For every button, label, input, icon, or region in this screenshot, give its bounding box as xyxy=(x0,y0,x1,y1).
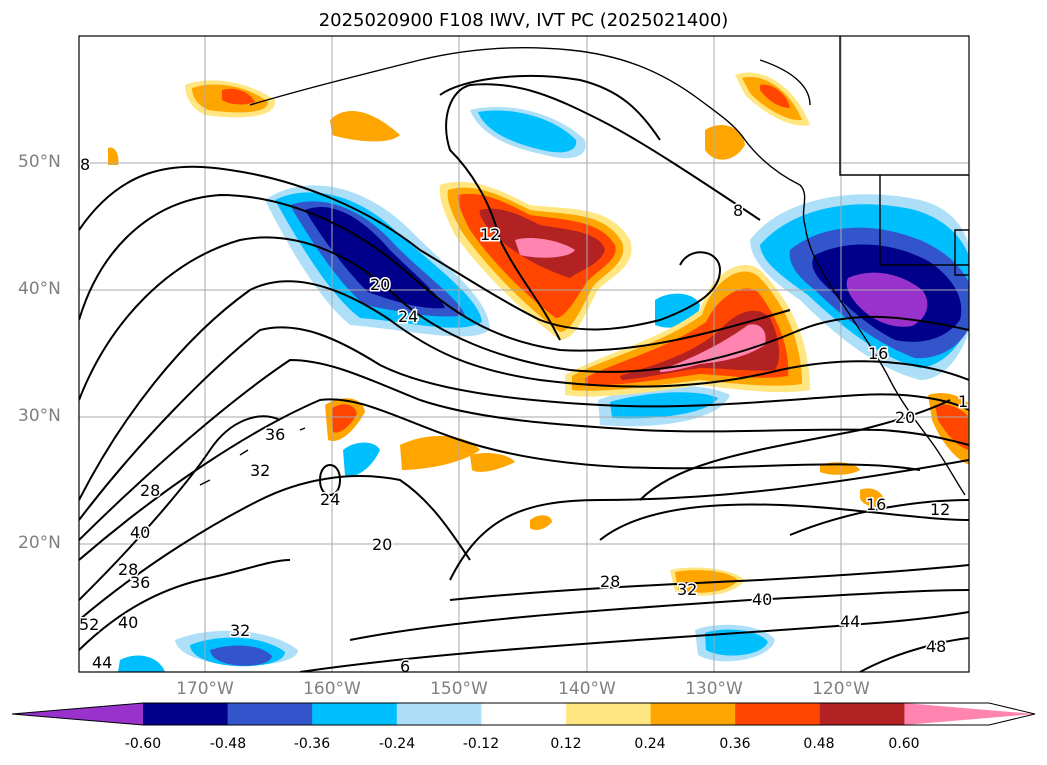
colorbar-extend-max xyxy=(904,703,1035,725)
colorbar-segment xyxy=(481,703,567,725)
negative-anomaly-region xyxy=(705,629,768,656)
positive-anomaly-region xyxy=(330,111,400,142)
contour-label: 12 xyxy=(480,225,500,244)
negative-anomaly-region xyxy=(210,645,272,666)
positive-anomaly-region xyxy=(675,570,738,593)
lon-label: 170°W xyxy=(176,679,234,699)
positive-anomaly-region xyxy=(332,404,357,433)
iwv-contours xyxy=(79,75,969,672)
lon-label: 140°W xyxy=(558,679,616,699)
contour-label: 24 xyxy=(398,307,418,326)
negative-anomaly-region xyxy=(343,442,380,477)
contour-label: 12 xyxy=(930,500,950,519)
colorbar-segment xyxy=(143,703,229,725)
lat-label: 20°N xyxy=(18,533,61,553)
contour-label: 52 xyxy=(79,615,99,634)
positive-anomaly-region xyxy=(400,435,480,470)
shading-layer xyxy=(108,72,969,672)
colorbar-tick-label: 0.24 xyxy=(634,736,666,752)
contour-label: 8 xyxy=(733,201,743,220)
colorbar-tick-label: -0.48 xyxy=(209,736,247,752)
positive-anomaly-region xyxy=(760,84,790,108)
contour-label: 28 xyxy=(140,481,160,500)
contour-labels: 8 8 12 20 24 16 20 12 16 12 36 32 28 24 … xyxy=(79,154,978,676)
colorbar-segment xyxy=(396,703,482,725)
contour-label: 48 xyxy=(926,637,946,656)
negative-anomaly-region xyxy=(478,110,577,153)
colorbar-tick-label: -0.60 xyxy=(124,736,162,752)
lat-label: 30°N xyxy=(18,406,61,426)
negative-anomaly-region xyxy=(118,655,165,672)
colorbar-segment xyxy=(735,703,821,725)
contour-label: 6 xyxy=(400,657,410,676)
colorbar-tick-label: -0.12 xyxy=(462,736,500,752)
positive-anomaly-region xyxy=(515,238,575,258)
positive-anomaly-region xyxy=(705,125,745,160)
positive-anomaly-region xyxy=(620,310,780,380)
contour-label: 36 xyxy=(130,573,150,592)
contour-label: 20 xyxy=(895,408,915,427)
positive-anomaly-region xyxy=(222,88,255,105)
map-title: 2025020900 F108 IWV, IVT PC (2025021400) xyxy=(318,10,729,31)
lat-label: 50°N xyxy=(18,152,61,172)
lon-label: 130°W xyxy=(685,679,743,699)
lat-label: 40°N xyxy=(18,279,61,299)
positive-anomaly-region xyxy=(470,452,515,472)
contour-label: 32 xyxy=(250,461,270,480)
contour-label: 8 xyxy=(80,155,90,174)
contour-label: 40 xyxy=(130,523,150,542)
contour-label: 32 xyxy=(677,580,697,599)
coastlines xyxy=(199,36,969,496)
positive-anomaly-region xyxy=(935,404,968,450)
colorbar-extend-min xyxy=(12,703,143,725)
contour-label: 28 xyxy=(600,572,620,591)
colorbar-segments xyxy=(12,703,1035,725)
graticule xyxy=(79,36,969,672)
colorbar-outline xyxy=(11,702,1036,726)
contour-label: 40 xyxy=(118,613,138,632)
colorbar-tick-label: 0.12 xyxy=(550,736,582,752)
contour-label: 28 xyxy=(118,560,138,579)
colorbar-tick-label: 0.60 xyxy=(888,736,920,752)
contour-label: 44 xyxy=(92,653,112,672)
positive-anomaly-region xyxy=(530,515,552,530)
plot-frame xyxy=(78,35,970,673)
colorbar-tick-label: -0.24 xyxy=(378,736,416,752)
colorbar-segment xyxy=(819,703,905,725)
colorbar-segment xyxy=(312,703,398,725)
contour-label: 40 xyxy=(752,590,772,609)
contour-label: 36 xyxy=(265,425,285,444)
contour-label: 20 xyxy=(370,275,390,294)
contour-label: 32 xyxy=(230,621,250,640)
lon-label: 160°W xyxy=(303,679,361,699)
colorbar-segment xyxy=(566,703,652,725)
positive-anomaly-region xyxy=(660,324,766,372)
negative-anomaly-region xyxy=(846,272,928,327)
contour-label: 44 xyxy=(840,612,860,631)
colorbar-segment xyxy=(650,703,736,725)
contour-label: 24 xyxy=(320,490,340,509)
negative-anomaly-region xyxy=(305,206,445,309)
contour-label: 16 xyxy=(868,344,888,363)
positive-anomaly-region xyxy=(860,488,885,508)
colorbar-tick-label: -0.36 xyxy=(293,736,331,752)
colorbar-tick-label: 0.36 xyxy=(719,736,751,752)
contour-label: 20 xyxy=(372,535,392,554)
contour-label: 16 xyxy=(866,495,886,514)
positive-anomaly-region xyxy=(108,147,119,165)
contour-label: 12 xyxy=(958,392,978,411)
map-plot: 8 8 12 20 24 16 20 12 16 12 36 32 28 24 … xyxy=(78,35,978,676)
lon-label: 150°W xyxy=(430,679,488,699)
colorbar-segment xyxy=(227,703,313,725)
colorbar-tick-label: 0.48 xyxy=(803,736,835,752)
lon-label: 120°W xyxy=(812,679,870,699)
